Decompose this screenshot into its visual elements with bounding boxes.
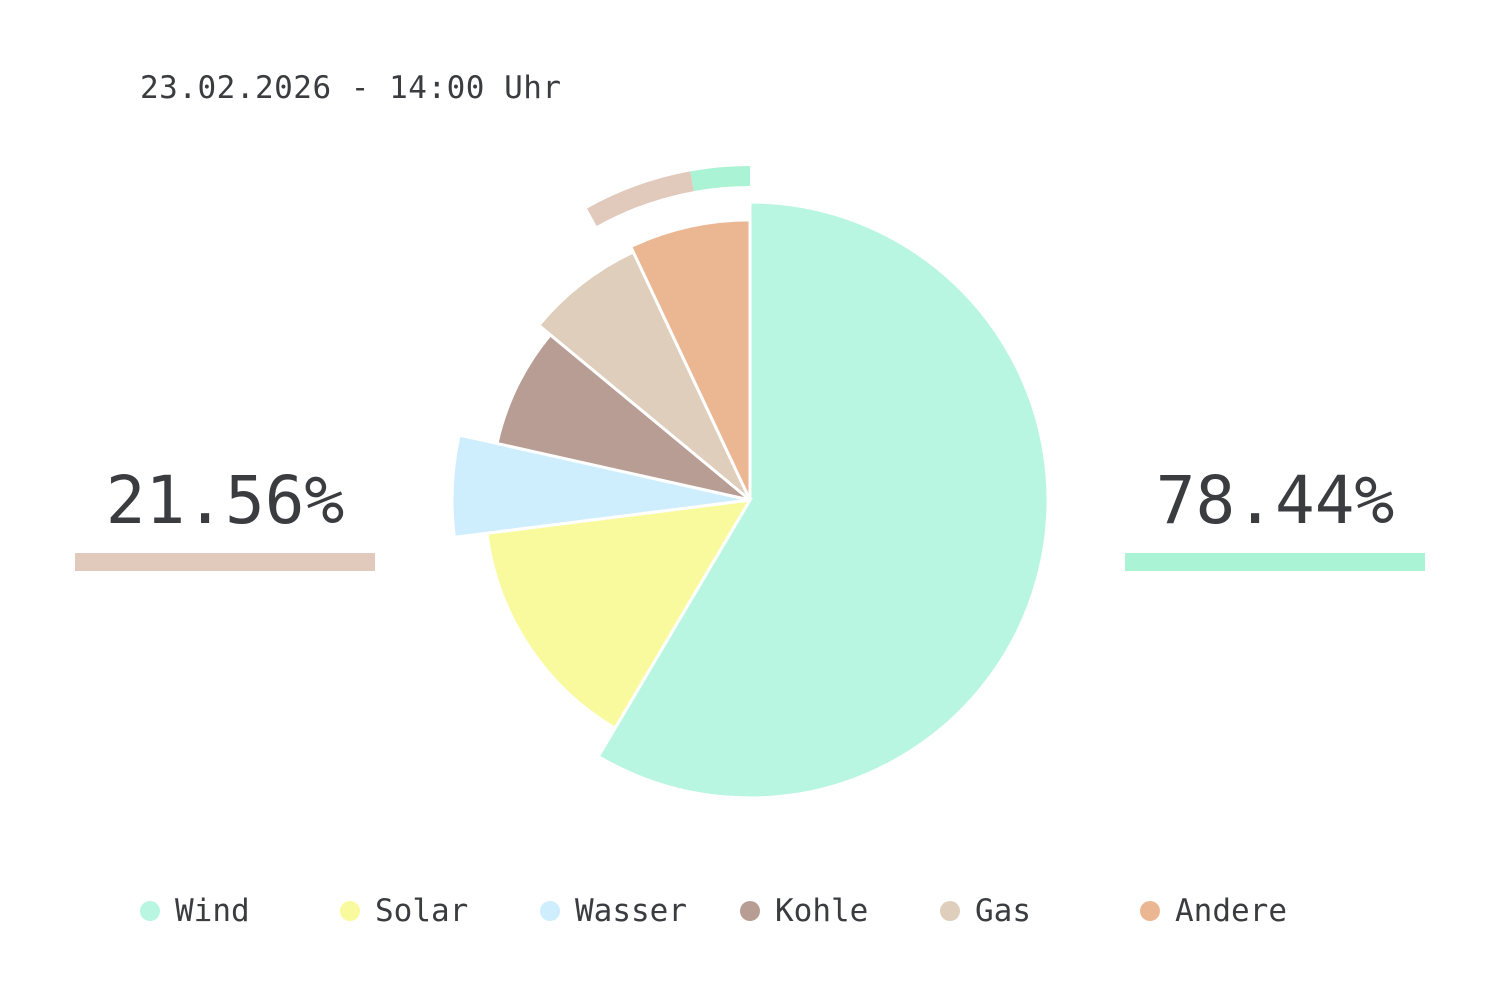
renewable-bar <box>1125 553 1425 571</box>
legend-swatch <box>1140 901 1160 921</box>
pie-slice-wasser <box>450 433 751 540</box>
legend-swatch <box>340 901 360 921</box>
legend-item-gas[interactable]: Gas <box>940 893 1031 929</box>
chart-timestamp: 23.02.2026 - 14:00 Uhr <box>140 70 562 106</box>
legend-label: Kohle <box>775 893 869 929</box>
legend-label: Andere <box>1175 893 1287 929</box>
legend-swatch <box>140 901 160 921</box>
pie-slice-solar <box>485 498 753 731</box>
legend-swatch <box>740 901 760 921</box>
legend-item-wind[interactable]: Wind <box>140 893 250 929</box>
outer-ring-segment-1 <box>690 166 751 192</box>
legend-label: Solar <box>375 893 469 929</box>
legend-swatch <box>540 901 560 921</box>
pie-slice-kohle <box>495 332 751 502</box>
pie-slice-gas <box>536 249 752 502</box>
legend-label: Wasser <box>575 893 687 929</box>
non-renewable-percentage: 21.56% <box>105 462 345 539</box>
legend-item-solar[interactable]: Solar <box>340 893 468 929</box>
legend-label: Wind <box>175 893 250 929</box>
pie-slice-andere <box>628 218 752 501</box>
legend-label: Gas <box>975 893 1031 929</box>
renewable-percentage: 78.44% <box>1155 462 1395 539</box>
legend-item-kohle[interactable]: Kohle <box>740 893 868 929</box>
legend-item-andere[interactable]: Andere <box>1140 893 1287 929</box>
pie-slice-wind <box>596 200 1050 800</box>
legend-swatch <box>940 901 960 921</box>
chart-legend: Wind Solar Wasser Kohle Gas Andere <box>140 893 1380 933</box>
legend-item-wasser[interactable]: Wasser <box>540 893 687 929</box>
non-renewable-bar <box>75 553 375 571</box>
outer-ring-segment-2 <box>586 171 694 227</box>
